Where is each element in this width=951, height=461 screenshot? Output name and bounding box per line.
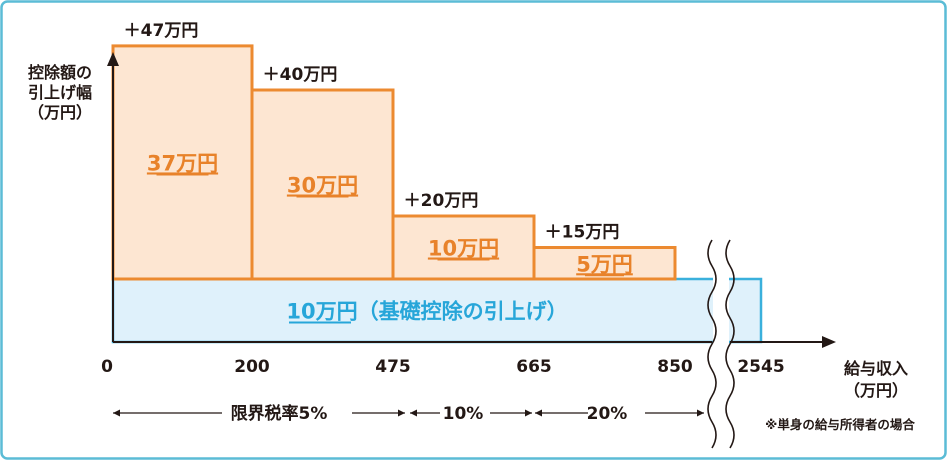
y-axis-arrow — [107, 52, 119, 66]
rate-band-0-left-head — [113, 409, 120, 417]
step-value-label-3: 5万円 — [576, 252, 633, 276]
step-bar-0 — [111, 44, 254, 281]
base-value-label: 10万円（基礎控除の引上げ） — [286, 300, 567, 324]
rate-band-label-2: 20% — [587, 404, 628, 424]
labels-layer: 37万円 ＋47万円 30万円 ＋40万円 10万円 ＋20万円 5万円 ＋15万円 10万円（… — [28, 21, 915, 432]
x-axis-arrow — [822, 336, 836, 348]
axis-break-right-edge — [725, 239, 735, 449]
x-tick-label-0: 0 — [101, 357, 113, 377]
x-tick-label-1: 200 — [234, 357, 270, 377]
x-axis-title-line-1: （万円） — [844, 381, 908, 400]
step-bar-1 — [250, 88, 395, 281]
rate-band-1-right-head — [525, 409, 532, 417]
step-total-label-0: ＋47万円 — [124, 21, 199, 41]
rate-band-1-left-head — [410, 409, 417, 417]
axes-layer — [107, 52, 836, 449]
y-axis-title-line-1: 引上げ幅 — [28, 83, 92, 102]
x-tick-label-3: 665 — [516, 357, 552, 377]
rate-band-2-right-head — [697, 409, 704, 417]
step-bar-2 — [391, 214, 536, 281]
step-value-label-2: 10万円 — [428, 237, 499, 261]
step-total-label-2: ＋20万円 — [404, 191, 479, 211]
rate-band-2-left-head — [535, 409, 542, 417]
y-axis-title-line-2: （万円） — [28, 103, 92, 122]
rate-band-label-0: 限界税率5% — [231, 403, 328, 424]
step-value-label-1: 30万円 — [287, 174, 358, 198]
y-axis-title-line-0: 控除額の — [28, 63, 92, 82]
footnote: ※単身の給与所得者の場合 — [765, 417, 915, 432]
step-total-label-1: ＋40万円 — [263, 65, 338, 85]
step-total-label-3: ＋15万円 — [545, 223, 620, 243]
x-tick-label-5: 2545 — [737, 357, 784, 377]
axis-break-fill — [713, 240, 729, 436]
x-tick-label-2: 475 — [375, 357, 411, 377]
x-axis-title-line-0: 給与収入 — [844, 359, 908, 378]
rate-band-label-1: 10% — [443, 404, 484, 424]
rate-band-0-right-head — [398, 409, 405, 417]
axis-break-left-edge — [707, 239, 717, 449]
bars-layer — [111, 44, 763, 344]
x-tick-label-4: 850 — [657, 357, 693, 377]
step-value-label-0: 37万円 — [147, 151, 218, 175]
step-bar-3 — [532, 246, 677, 281]
